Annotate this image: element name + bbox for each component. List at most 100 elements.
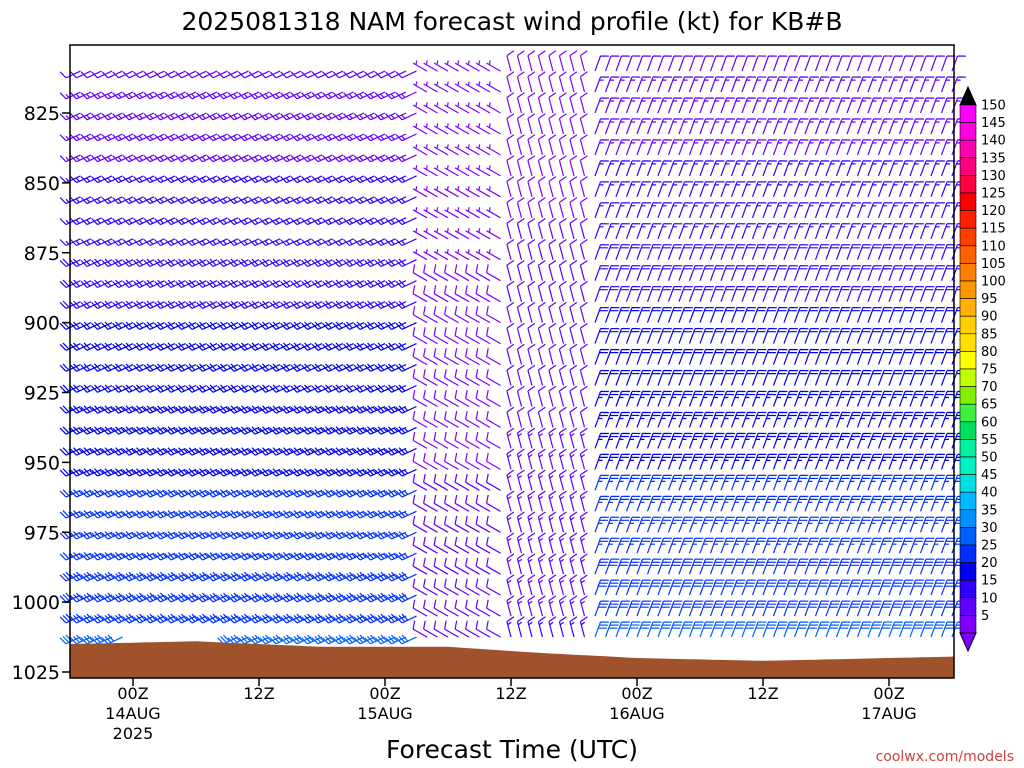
- wind-barb: [604, 537, 620, 554]
- wind-barb: [604, 621, 620, 638]
- wind-barb: [814, 474, 830, 491]
- wind-barb: [688, 97, 704, 114]
- wind-barb: [395, 175, 417, 184]
- colorbar-segment: [959, 474, 977, 493]
- wind-barb: [636, 55, 651, 72]
- wind-barb: [516, 595, 525, 617]
- wind-barb: [486, 144, 501, 156]
- wind-barb: [888, 307, 903, 323]
- wind-barb: [636, 118, 651, 135]
- colorbar-label: 15: [981, 574, 998, 589]
- wind-barb: [636, 348, 651, 365]
- wind-barb: [537, 595, 546, 617]
- wind-barb: [527, 427, 536, 449]
- wind-barb: [762, 369, 777, 386]
- wind-barb: [454, 557, 470, 575]
- wind-barb: [688, 307, 704, 323]
- wind-barb: [657, 97, 672, 114]
- wind-barb: [625, 474, 641, 491]
- wind-barb: [930, 348, 945, 365]
- wind-barb: [730, 55, 746, 72]
- wind-barb: [699, 202, 714, 219]
- wind-barb: [454, 165, 470, 177]
- wind-barb: [867, 328, 882, 344]
- wind-barb: [867, 55, 882, 72]
- colorbar-label: 5: [981, 609, 989, 624]
- wind-barb: [569, 364, 578, 386]
- wind-barb: [516, 134, 525, 156]
- wind-barb: [867, 432, 882, 449]
- wind-barb: [730, 579, 746, 596]
- wind-barb: [579, 260, 588, 281]
- wind-barb: [762, 160, 777, 177]
- wind-barb: [720, 76, 735, 93]
- wind-barb: [741, 390, 756, 407]
- wind-barb: [537, 469, 546, 491]
- wind-barb: [433, 249, 449, 261]
- wind-barb: [527, 134, 536, 156]
- wind-barb: [395, 426, 417, 435]
- wind-barb: [667, 307, 683, 323]
- wind-barb: [646, 181, 662, 198]
- wind-barb: [919, 223, 935, 240]
- wind-barb: [793, 453, 809, 470]
- wind-barb: [877, 495, 893, 512]
- wind-barb: [625, 244, 641, 260]
- wind-barb: [741, 558, 756, 575]
- wind-barb: [783, 307, 798, 323]
- wind-barb: [898, 369, 914, 386]
- wind-barb: [646, 223, 662, 240]
- wind-barb: [804, 307, 819, 323]
- wind-barb: [867, 265, 882, 281]
- wind-barb: [594, 537, 609, 554]
- wind-barb: [667, 244, 683, 260]
- wind-barb: [537, 553, 546, 575]
- wind-barb: [835, 223, 851, 240]
- wind-barb: [751, 432, 767, 449]
- wind-barb: [465, 228, 480, 240]
- wind-barb: [657, 411, 672, 428]
- wind-barb: [454, 599, 470, 617]
- wind-barb: [688, 537, 704, 554]
- colorbar-over-arrow: [959, 85, 977, 106]
- wind-barb: [569, 532, 578, 554]
- wind-barb: [825, 244, 840, 260]
- wind-barb: [888, 432, 903, 449]
- wind-barb: [888, 223, 903, 240]
- wind-barb: [667, 223, 683, 240]
- wind-barb: [678, 621, 693, 638]
- wind-barb: [486, 285, 501, 303]
- x-tick-label: 12Z: [747, 684, 778, 703]
- wind-barb: [548, 595, 557, 617]
- wind-barb: [846, 474, 861, 491]
- wind-barb: [825, 432, 840, 449]
- wind-barb: [579, 616, 588, 638]
- wind-barb: [667, 600, 683, 617]
- wind-barb: [433, 494, 449, 512]
- wind-barb: [527, 92, 536, 114]
- wind-barb: [548, 92, 557, 114]
- wind-barb: [793, 265, 809, 281]
- wind-barb: [423, 102, 438, 114]
- wind-barb: [657, 223, 672, 240]
- wind-barb: [783, 76, 798, 93]
- wind-barb: [814, 369, 830, 386]
- wind-barb: [395, 279, 417, 289]
- wind-barb: [615, 516, 630, 533]
- wind-barb: [412, 306, 428, 324]
- wind-barb: [898, 474, 914, 491]
- wind-barb: [940, 621, 956, 638]
- wind-barb: [667, 181, 683, 198]
- wind-barb: [636, 579, 651, 596]
- wind-barb: [846, 97, 861, 114]
- wind-barb: [548, 176, 557, 197]
- colorbar-label: 20: [981, 556, 998, 571]
- wind-barb: [636, 558, 651, 575]
- wind-barb: [699, 118, 714, 135]
- wind-barb: [688, 516, 704, 533]
- wind-barb: [657, 558, 672, 575]
- wind-barb: [486, 620, 501, 638]
- wind-barb: [486, 431, 501, 449]
- wind-barb: [465, 515, 480, 533]
- wind-barb: [909, 537, 924, 554]
